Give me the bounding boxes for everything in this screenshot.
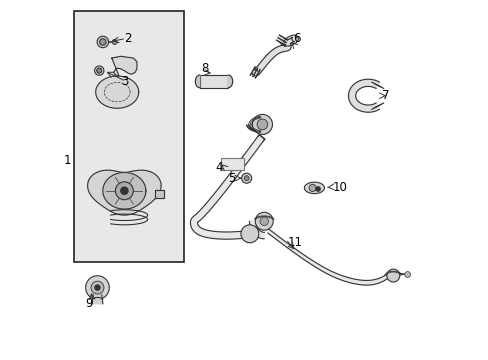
Circle shape <box>241 225 258 243</box>
Polygon shape <box>102 172 145 209</box>
Polygon shape <box>304 182 324 194</box>
Polygon shape <box>252 35 298 76</box>
Circle shape <box>112 40 117 44</box>
Circle shape <box>95 285 100 290</box>
Text: 5: 5 <box>228 172 235 185</box>
Text: 9: 9 <box>84 297 92 310</box>
Circle shape <box>115 182 133 200</box>
Circle shape <box>100 39 106 45</box>
Text: 6: 6 <box>292 32 300 45</box>
Circle shape <box>404 272 410 277</box>
Polygon shape <box>112 56 137 76</box>
Circle shape <box>386 269 399 282</box>
Polygon shape <box>92 295 102 304</box>
Text: 2: 2 <box>124 32 131 45</box>
Circle shape <box>241 173 251 183</box>
Circle shape <box>252 114 272 134</box>
Circle shape <box>85 276 109 300</box>
Polygon shape <box>195 75 199 87</box>
Polygon shape <box>190 135 264 239</box>
Text: 11: 11 <box>287 236 302 249</box>
Circle shape <box>244 176 249 181</box>
Text: 3: 3 <box>121 75 128 88</box>
Polygon shape <box>249 221 264 239</box>
Text: 7: 7 <box>382 89 389 102</box>
Polygon shape <box>228 75 232 87</box>
Circle shape <box>255 212 273 230</box>
Circle shape <box>97 68 102 73</box>
Bar <box>74 12 183 262</box>
Text: 1: 1 <box>63 154 71 167</box>
Text: 10: 10 <box>332 181 346 194</box>
Polygon shape <box>155 190 163 198</box>
Circle shape <box>308 184 316 192</box>
Polygon shape <box>199 75 228 87</box>
Polygon shape <box>87 170 161 215</box>
Circle shape <box>257 119 267 130</box>
Polygon shape <box>96 76 139 108</box>
Text: 8: 8 <box>201 62 208 75</box>
Circle shape <box>315 187 320 191</box>
Text: 4: 4 <box>215 161 223 174</box>
Circle shape <box>121 187 128 194</box>
Bar <box>221 158 244 170</box>
Polygon shape <box>348 79 379 112</box>
Polygon shape <box>267 228 389 285</box>
Circle shape <box>260 217 268 226</box>
Circle shape <box>94 66 104 75</box>
Circle shape <box>91 281 104 294</box>
Circle shape <box>97 36 108 48</box>
